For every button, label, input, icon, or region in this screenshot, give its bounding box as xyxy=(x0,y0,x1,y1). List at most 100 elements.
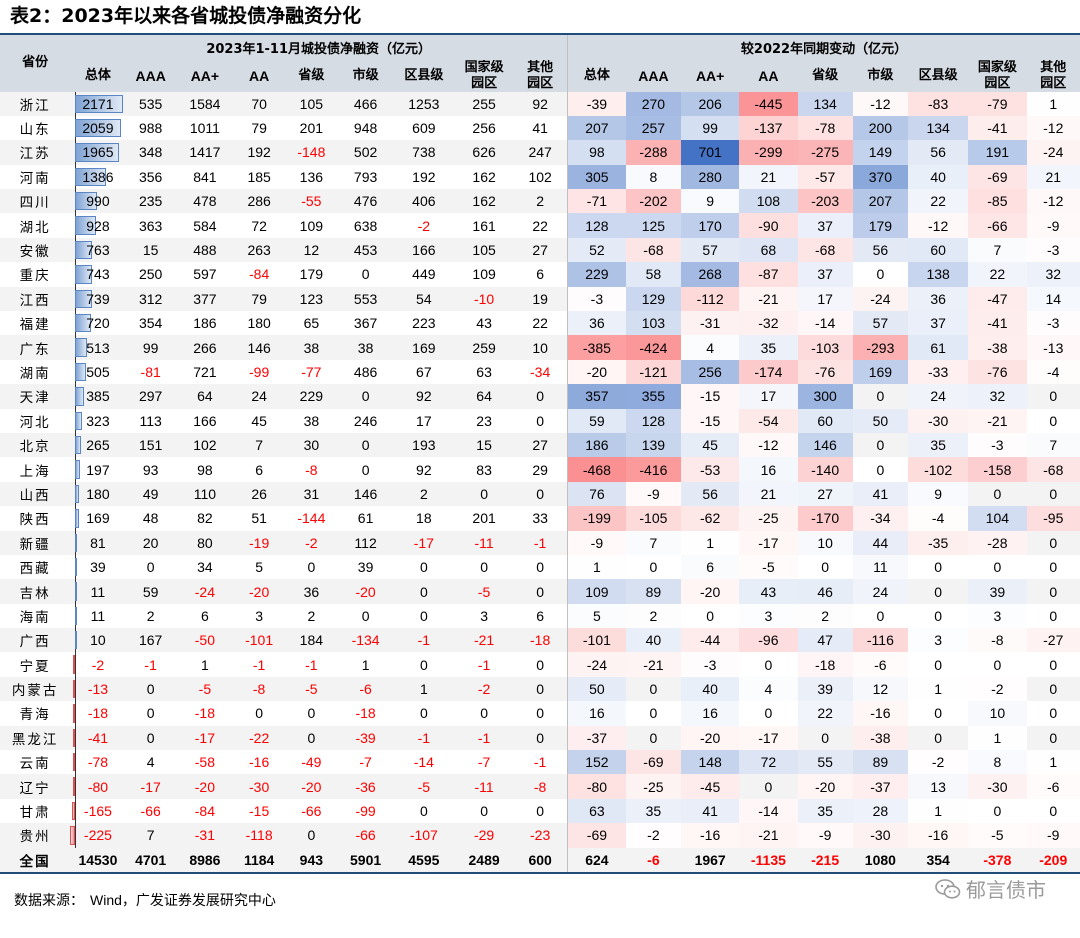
net-financing-cell: 0 xyxy=(454,481,514,507)
cell-value: 39 xyxy=(817,681,833,698)
cell-value: 47 xyxy=(817,632,833,649)
cell-value: 56 xyxy=(930,144,946,161)
yoy-change-cell: 2 xyxy=(797,603,853,629)
cell-value: 32 xyxy=(1045,266,1062,283)
cell-value: 535 xyxy=(138,95,163,112)
net-financing-bar xyxy=(75,606,78,626)
cell-value: 701 xyxy=(698,144,722,161)
cell-value: -20 xyxy=(249,583,270,600)
cell-value: 355 xyxy=(641,388,666,405)
net-financing-cell: 61 xyxy=(338,506,393,531)
cell-value: 4 xyxy=(146,754,155,771)
net-financing-cell: 180 xyxy=(234,311,285,336)
cell-value: 624 xyxy=(585,851,609,868)
yoy-change-cell: 52 xyxy=(567,237,626,263)
yoy-change-cell: 35 xyxy=(739,335,798,360)
yoy-change-cell: 0 xyxy=(907,579,969,604)
cell-value: 180 xyxy=(247,315,271,332)
cell-value: 128 xyxy=(641,412,666,429)
cell-value: -33 xyxy=(928,363,949,380)
cell-value: 1967 xyxy=(694,851,726,868)
header-col-line1: AAA xyxy=(638,67,669,84)
cell-value: 0 xyxy=(876,437,885,454)
cell-value: 93 xyxy=(142,461,159,478)
cell-value: 43 xyxy=(760,583,777,600)
cell-value: -30 xyxy=(928,412,949,429)
cell-value: 354 xyxy=(138,315,163,332)
cell-value: -3 xyxy=(1047,242,1060,259)
yoy-change-cell: 12 xyxy=(852,676,908,702)
net-financing-cell: 476 xyxy=(338,189,393,214)
net-financing-cell: 6 xyxy=(175,603,235,629)
cell-value: -41 xyxy=(987,120,1008,137)
cell-value: -57 xyxy=(815,168,836,185)
yoy-change-cell: 39 xyxy=(797,676,853,702)
cell-value: 103 xyxy=(641,315,666,332)
cell-value: 0 xyxy=(480,803,488,820)
cell-value: 356 xyxy=(138,168,163,185)
cell-value: 5901 xyxy=(350,851,382,868)
cell-value: -275 xyxy=(811,144,840,161)
yoy-change-cell: 280 xyxy=(681,164,740,190)
bar-axis xyxy=(75,725,77,751)
cell-value: -144 xyxy=(297,510,326,527)
cell-value: 1253 xyxy=(408,95,440,112)
yoy-change-cell: -424 xyxy=(625,335,682,360)
net-financing-cell: 354 xyxy=(125,311,176,336)
yoy-change-cell: -2 xyxy=(968,676,1027,702)
yoy-change-cell: 138 xyxy=(907,262,969,287)
net-financing-cell: 609 xyxy=(392,115,455,141)
yoy-change-cell: 57 xyxy=(852,311,908,336)
yoy-change-cell: 3 xyxy=(968,603,1027,629)
cell-value: 40 xyxy=(702,681,718,698)
net-financing-cell: -49 xyxy=(284,750,339,775)
cell-value: -165 xyxy=(83,803,112,820)
yoy-change-cell: 72 xyxy=(739,750,798,775)
net-financing-cell: 0 xyxy=(338,603,393,629)
cell-value: 263 xyxy=(247,242,271,259)
cell-value: 280 xyxy=(698,168,722,185)
net-financing-cell: 297 xyxy=(125,384,176,409)
cell-value: 15 xyxy=(142,242,159,259)
net-financing-cell: 3 xyxy=(454,603,514,629)
bar-axis xyxy=(75,798,77,824)
cell-value: 626 xyxy=(472,144,496,161)
net-financing-bar xyxy=(75,509,80,528)
yoy-change-cell: -3 xyxy=(1026,237,1080,263)
table-row: 广西 10 167 -50 -101 184 -134 -1 -21 -18 -101 40 -44 -9… xyxy=(0,628,1080,653)
cell-value: -445 xyxy=(754,95,783,112)
cell-value: 721 xyxy=(193,363,217,380)
cell-value: 4 xyxy=(764,681,773,698)
header-col-line2: 园区 xyxy=(471,75,498,91)
yoy-change-cell: -78 xyxy=(797,115,853,141)
yoy-change-cell: -30 xyxy=(852,823,908,848)
cell-value: 0 xyxy=(1049,412,1058,429)
cell-value: -2 xyxy=(477,681,491,698)
cell-value: -69 xyxy=(586,827,608,844)
yoy-change-cell: -12 xyxy=(852,91,908,116)
yoy-change-cell: 200 xyxy=(852,115,908,141)
net-financing-total: 39 xyxy=(70,554,126,580)
table-row: 甘肃 -165 -66 -84 -15 -66 -99 0 0 0 63 35 41 -14 35 28 1 0 0 xyxy=(0,798,1080,824)
yoy-change-cell: 0 xyxy=(907,603,969,629)
header-change-col-8: 其他 园区 xyxy=(1026,59,1080,92)
net-financing-cell: -15 xyxy=(234,798,285,824)
yoy-change-cell: 76 xyxy=(567,481,626,507)
cell-value: 201 xyxy=(299,120,324,137)
net-financing-cell: 246 xyxy=(338,408,393,433)
yoy-change-cell: -215 xyxy=(797,847,853,875)
cell-value: 3 xyxy=(934,632,943,649)
cell-value: 4595 xyxy=(408,851,440,868)
net-financing-cell: 15 xyxy=(454,432,514,458)
cell-value: 70 xyxy=(251,95,267,112)
cell-value: -83 xyxy=(928,95,949,112)
cell-value: 247 xyxy=(528,144,552,161)
province-name: 新疆 xyxy=(0,530,71,555)
cell-value: 1965 xyxy=(82,144,114,161)
yoy-change-cell: 0 xyxy=(852,603,908,629)
net-financing-cell: 112 xyxy=(338,530,393,555)
net-financing-cell: 15 xyxy=(125,237,176,263)
cell-value: 83 xyxy=(476,461,492,478)
yoy-change-cell: -69 xyxy=(625,750,682,775)
cell-value: 1 xyxy=(593,559,601,576)
